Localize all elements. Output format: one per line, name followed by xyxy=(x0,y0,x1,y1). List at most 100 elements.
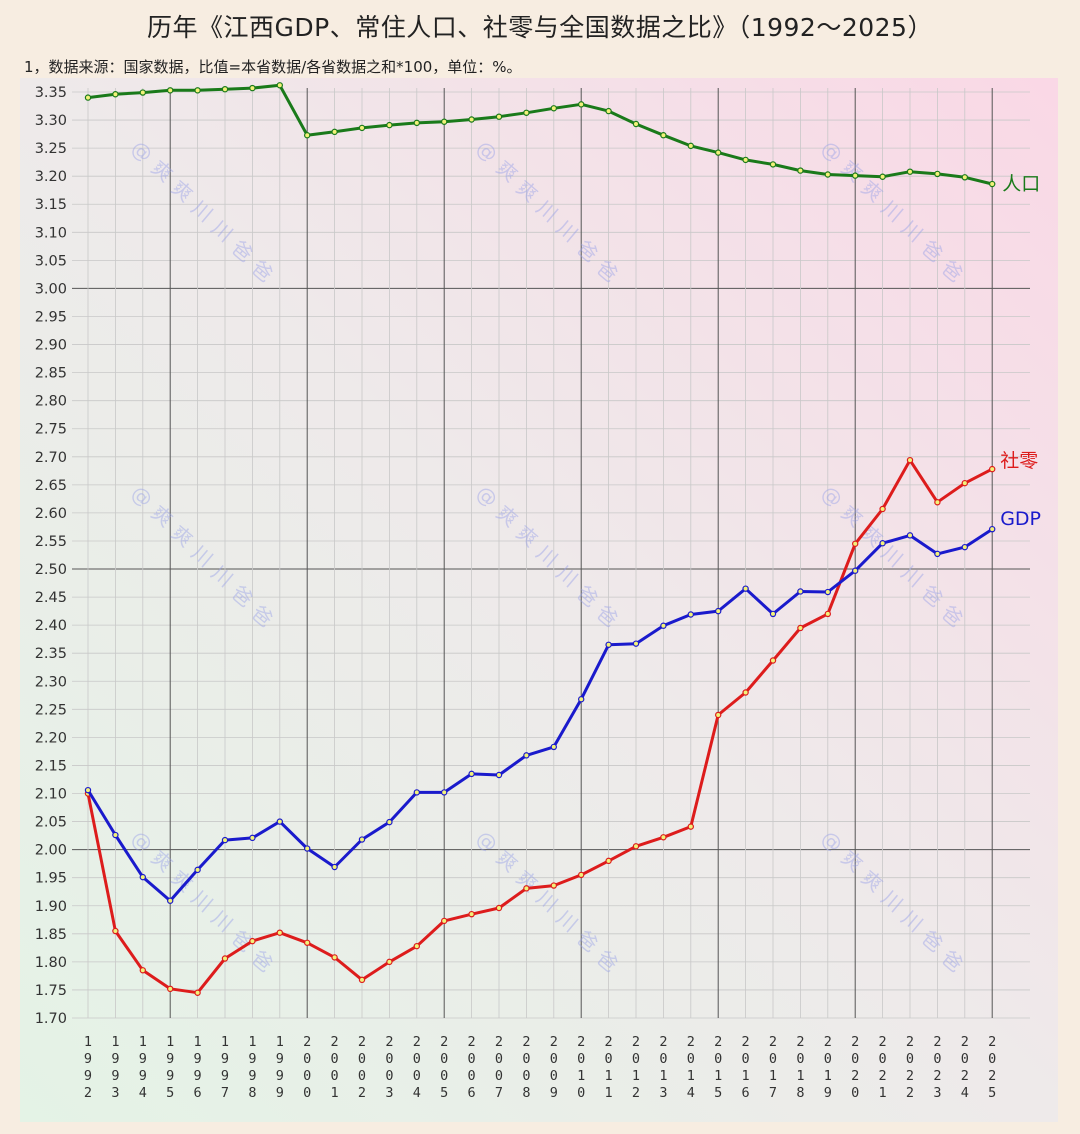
series-人口 xyxy=(84,82,996,188)
x-tick-digit: 5 xyxy=(714,1085,722,1101)
y-tick-label: 3.35 xyxy=(35,85,67,101)
x-tick-digit: 0 xyxy=(906,1051,914,1067)
plot-background xyxy=(20,78,1058,1122)
data-point xyxy=(687,611,695,618)
data-point xyxy=(742,689,749,696)
x-tick-digit: 2 xyxy=(988,1034,996,1050)
data-point xyxy=(824,588,832,596)
x-tick-digit: 6 xyxy=(468,1085,476,1101)
data-point xyxy=(605,641,612,648)
x-tick-digit: 1 xyxy=(276,1034,284,1050)
data-point xyxy=(194,87,201,94)
x-tick-digit: 0 xyxy=(632,1051,640,1067)
y-tick-label: 1.80 xyxy=(35,955,67,971)
data-point xyxy=(961,543,969,551)
x-tick-digit: 9 xyxy=(221,1051,229,1067)
data-point xyxy=(934,499,941,506)
data-point xyxy=(523,885,530,892)
data-point xyxy=(276,929,283,936)
series xyxy=(84,82,996,996)
x-tick-digit: 0 xyxy=(851,1085,859,1101)
data-point xyxy=(441,917,448,925)
x-tick-digit: 4 xyxy=(413,1085,421,1101)
data-point xyxy=(989,465,996,473)
data-point xyxy=(797,588,804,595)
x-tick-digit: 1 xyxy=(714,1068,722,1084)
x-tick-digit: 9 xyxy=(221,1068,229,1084)
x-tick-digit: 0 xyxy=(495,1051,503,1067)
y-tick-label: 2.40 xyxy=(35,618,67,634)
series-line xyxy=(87,83,993,186)
x-tick-digit: 3 xyxy=(933,1085,941,1101)
data-point xyxy=(769,610,777,618)
data-point xyxy=(166,897,174,904)
data-point xyxy=(742,156,749,164)
x-tick-digit: 2 xyxy=(824,1034,832,1050)
x-tick-digit: 9 xyxy=(550,1085,558,1101)
data-point xyxy=(386,818,393,826)
data-point xyxy=(742,585,749,592)
x-tick-digit: 0 xyxy=(659,1051,667,1067)
data-point xyxy=(852,540,859,547)
x-tick-digit: 8 xyxy=(522,1085,530,1101)
y-tick-label: 2.65 xyxy=(35,478,67,494)
data-point xyxy=(468,116,475,123)
data-point xyxy=(112,927,119,935)
x-tick-digit: 2 xyxy=(933,1068,941,1084)
series-label: 人口 xyxy=(1002,173,1040,195)
x-tick-digit: 2 xyxy=(933,1034,941,1050)
data-point xyxy=(358,124,366,132)
data-point xyxy=(605,857,612,865)
y-tick-label: 3.20 xyxy=(35,169,67,185)
x-tick-digit: 1 xyxy=(577,1068,585,1084)
x-tick-digit: 0 xyxy=(742,1051,750,1067)
x-tick-digit: 9 xyxy=(248,1051,256,1067)
x-tick-digit: 2 xyxy=(961,1068,969,1084)
x-tick-digit: 0 xyxy=(577,1051,585,1067)
x-tick-digit: 2 xyxy=(577,1034,585,1050)
data-point xyxy=(331,954,338,961)
data-point xyxy=(632,843,640,850)
x-tick-digit: 2 xyxy=(906,1085,914,1101)
x-tick-digit: 2 xyxy=(851,1034,859,1050)
y-tick-label: 2.00 xyxy=(35,843,67,859)
x-tick-digit: 0 xyxy=(961,1051,969,1067)
x-tick-digit: 4 xyxy=(687,1085,695,1101)
x-tick-digit: 2 xyxy=(879,1068,887,1084)
data-point xyxy=(934,170,941,178)
x-tick-digit: 0 xyxy=(933,1051,941,1067)
data-point xyxy=(769,161,777,168)
series-line xyxy=(86,527,994,903)
data-point xyxy=(304,939,311,946)
data-point xyxy=(824,171,832,178)
y-tick-label: 3.10 xyxy=(35,225,67,241)
data-point xyxy=(934,550,941,558)
x-tick-digit: 9 xyxy=(824,1085,832,1101)
x-tick-digit: 2 xyxy=(440,1034,448,1050)
x-tick-digit: 9 xyxy=(84,1068,92,1084)
y-tick-label: 2.75 xyxy=(35,422,67,438)
x-tick-digit: 0 xyxy=(413,1051,421,1067)
x-tick-digit: 2 xyxy=(632,1034,640,1050)
data-point xyxy=(166,985,174,993)
x-tick-digit: 2 xyxy=(495,1034,503,1050)
data-point xyxy=(139,89,146,96)
x-tick-digit: 1 xyxy=(605,1085,613,1101)
x-tick-digit: 5 xyxy=(988,1085,996,1101)
data-point xyxy=(879,173,886,180)
data-point xyxy=(413,789,420,796)
y-tick-label: 2.85 xyxy=(35,366,67,382)
y-tick-label: 1.95 xyxy=(35,871,67,887)
x-tick-digit: 0 xyxy=(385,1068,393,1084)
data-point xyxy=(413,119,420,127)
y-tick-label: 3.25 xyxy=(35,141,67,157)
y-tick-label: 2.60 xyxy=(35,506,67,522)
